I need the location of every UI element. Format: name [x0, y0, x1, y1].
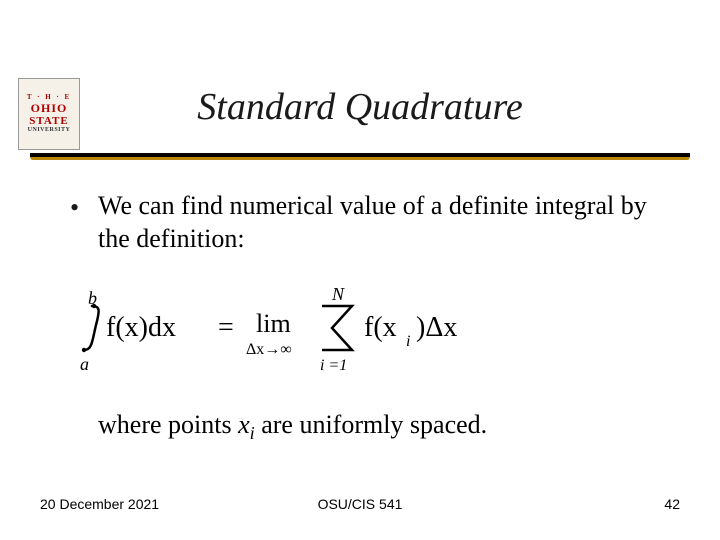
integrand: f(x)dx [106, 312, 176, 343]
int-lower: a [80, 354, 89, 374]
lim-label: lim [256, 309, 291, 338]
equals: = [218, 312, 234, 343]
summand-sub: i [406, 333, 410, 350]
sum-lower: i =1 [320, 357, 347, 374]
bullet-text: We can find numerical value of a definit… [98, 190, 660, 255]
sum-upper: N [331, 284, 345, 304]
footer-center: OSU/CIS 541 [40, 496, 680, 512]
sigma [322, 306, 352, 350]
where-clause: where points xi are uniformly spaced. [98, 410, 658, 444]
footer-page: 42 [664, 496, 680, 512]
footer: 20 December 2021 OSU/CIS 541 42 [40, 496, 680, 516]
bullet-marker: • [70, 192, 79, 225]
slide-title: Standard Quadrature [0, 85, 720, 129]
bullet-item: • We can find numerical value of a defin… [70, 190, 660, 255]
summand-tail: )Δx [416, 312, 457, 343]
where-var: x [238, 410, 250, 439]
title-underline [30, 153, 690, 159]
integral-sign [84, 306, 99, 350]
lim-sub: Δx→∞ [246, 341, 292, 358]
equation: b a f(x)dx = lim Δx→∞ N i =1 f(x i )Δx [80, 280, 640, 388]
summand-left: f(x [364, 312, 397, 343]
where-pre: where points [98, 410, 238, 439]
where-post: are uniformly spaced. [255, 410, 487, 439]
